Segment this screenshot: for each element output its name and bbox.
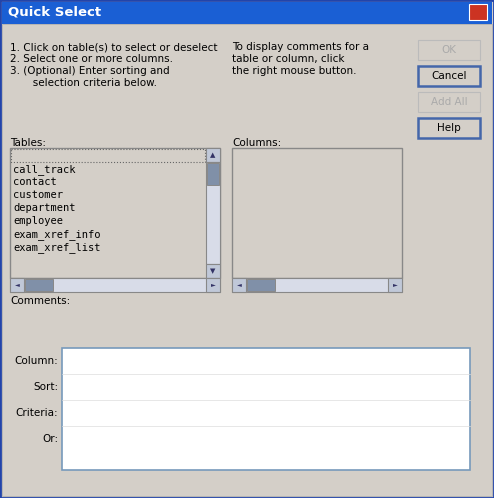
Text: Column:: Column:	[14, 356, 58, 366]
Text: bonus: bonus	[13, 151, 44, 161]
Bar	[25, 279, 53, 291]
Bar	[247, 279, 275, 291]
Text: Quick Select: Quick Select	[8, 5, 101, 18]
Bar	[232, 278, 402, 292]
Bar	[418, 66, 480, 86]
Text: exam_xref_info: exam_xref_info	[13, 229, 100, 240]
Text: ▼: ▼	[210, 268, 216, 274]
Text: the right mouse button.: the right mouse button.	[232, 66, 357, 76]
Bar	[10, 278, 220, 292]
Text: customer: customer	[13, 190, 63, 200]
Text: Add All: Add All	[431, 97, 467, 107]
Text: selection criteria below.: selection criteria below.	[10, 78, 157, 88]
Text: ►: ►	[210, 282, 215, 287]
Text: employee: employee	[13, 216, 63, 226]
Text: Cancel: Cancel	[431, 71, 467, 81]
Text: 3. (Optional) Enter sorting and: 3. (Optional) Enter sorting and	[10, 66, 169, 76]
Text: table or column, click: table or column, click	[232, 54, 344, 64]
Bar	[206, 162, 220, 264]
Bar	[232, 278, 246, 292]
Bar	[11, 149, 205, 162]
Text: Comments:: Comments:	[10, 296, 70, 306]
Bar	[206, 264, 220, 278]
Text: exam_xref_list: exam_xref_list	[13, 242, 100, 253]
Text: 2. Select one or more columns.: 2. Select one or more columns.	[10, 54, 173, 64]
Text: Criteria:: Criteria:	[15, 408, 58, 418]
Text: Help: Help	[437, 123, 461, 133]
Text: To display comments for a: To display comments for a	[232, 42, 369, 52]
Text: department: department	[13, 203, 76, 213]
Bar	[206, 278, 220, 292]
Text: Columns:: Columns:	[232, 138, 281, 148]
Bar	[469, 4, 487, 20]
Text: ▲: ▲	[210, 152, 216, 158]
Text: X: X	[474, 5, 482, 15]
Text: Sort:: Sort:	[33, 382, 58, 392]
Text: Tables:: Tables:	[10, 138, 46, 148]
Text: call_track: call_track	[13, 164, 76, 175]
Bar	[10, 148, 220, 278]
Text: OK: OK	[442, 45, 456, 55]
Bar	[388, 278, 402, 292]
Bar	[418, 118, 480, 138]
Bar	[232, 148, 402, 278]
Bar	[206, 148, 220, 162]
Text: 1. Click on table(s) to select or deselect: 1. Click on table(s) to select or desele…	[10, 42, 217, 52]
Text: ◄: ◄	[15, 282, 19, 287]
Text: contact: contact	[13, 177, 57, 187]
Bar	[418, 92, 480, 112]
Bar	[207, 163, 219, 185]
Bar	[10, 278, 24, 292]
Text: Or:: Or:	[42, 434, 58, 444]
Bar	[62, 348, 470, 470]
Text: ►: ►	[393, 282, 397, 287]
Bar	[2, 2, 492, 24]
Bar	[418, 40, 480, 60]
Text: ◄: ◄	[237, 282, 242, 287]
